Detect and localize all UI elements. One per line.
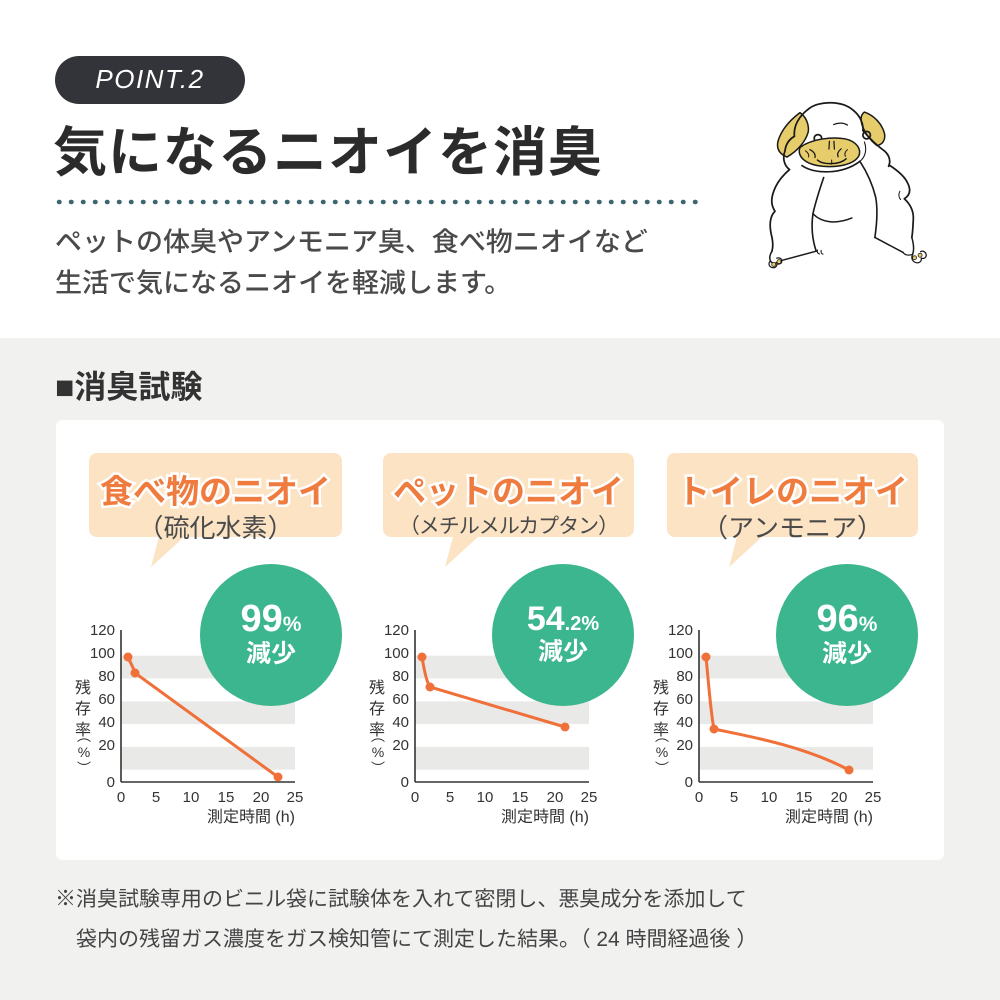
svg-text:20: 20 bbox=[547, 789, 564, 806]
svg-text:%: % bbox=[78, 744, 90, 760]
svg-text:20: 20 bbox=[98, 737, 115, 754]
svg-text:0: 0 bbox=[107, 774, 115, 791]
svg-text:残: 残 bbox=[75, 679, 91, 697]
svg-text:︵: ︵ bbox=[77, 728, 91, 744]
svg-text:20: 20 bbox=[831, 789, 848, 806]
svg-text:80: 80 bbox=[676, 668, 693, 685]
svg-text:10: 10 bbox=[761, 789, 778, 806]
svg-text:存: 存 bbox=[653, 700, 669, 718]
svg-text:60: 60 bbox=[676, 691, 693, 708]
svg-text:25: 25 bbox=[287, 789, 304, 806]
svg-text:︶: ︶ bbox=[371, 760, 385, 776]
svg-text:100: 100 bbox=[90, 645, 115, 662]
svg-text:︵: ︵ bbox=[371, 728, 385, 744]
svg-text:︵: ︵ bbox=[655, 728, 669, 744]
svg-text:存: 存 bbox=[369, 700, 385, 718]
svg-text:%: % bbox=[372, 744, 384, 760]
svg-text:残: 残 bbox=[369, 679, 385, 697]
svg-text:15: 15 bbox=[218, 789, 235, 806]
svg-text:120: 120 bbox=[384, 622, 409, 639]
svg-text:15: 15 bbox=[796, 789, 813, 806]
svg-text:60: 60 bbox=[98, 691, 115, 708]
svg-text:120: 120 bbox=[90, 622, 115, 639]
svg-text:%: % bbox=[656, 744, 668, 760]
svg-text:10: 10 bbox=[477, 789, 494, 806]
svg-text:40: 40 bbox=[98, 714, 115, 731]
svg-text:5: 5 bbox=[730, 789, 738, 806]
svg-text:25: 25 bbox=[865, 789, 882, 806]
svg-text:120: 120 bbox=[668, 622, 693, 639]
svg-text:0: 0 bbox=[695, 789, 703, 806]
svg-text:20: 20 bbox=[676, 737, 693, 754]
svg-text:残: 残 bbox=[653, 679, 669, 697]
svg-text:10: 10 bbox=[183, 789, 200, 806]
svg-text:測定時間 (h): 測定時間 (h) bbox=[501, 809, 589, 826]
svg-text:0: 0 bbox=[401, 774, 409, 791]
svg-text:100: 100 bbox=[384, 645, 409, 662]
svg-text:40: 40 bbox=[392, 714, 409, 731]
svg-text:測定時間 (h): 測定時間 (h) bbox=[785, 809, 873, 826]
svg-text:100: 100 bbox=[668, 645, 693, 662]
svg-text:5: 5 bbox=[446, 789, 454, 806]
svg-text:80: 80 bbox=[98, 668, 115, 685]
svg-text:80: 80 bbox=[392, 668, 409, 685]
svg-text:0: 0 bbox=[117, 789, 125, 806]
svg-text:5: 5 bbox=[152, 789, 160, 806]
svg-text:0: 0 bbox=[685, 774, 693, 791]
svg-text:存: 存 bbox=[75, 700, 91, 718]
svg-text:60: 60 bbox=[392, 691, 409, 708]
svg-text:0: 0 bbox=[411, 789, 419, 806]
svg-text:20: 20 bbox=[392, 737, 409, 754]
svg-text:40: 40 bbox=[676, 714, 693, 731]
svg-text:20: 20 bbox=[253, 789, 270, 806]
svg-text:︶: ︶ bbox=[655, 760, 669, 776]
svg-text:測定時間 (h): 測定時間 (h) bbox=[207, 809, 295, 826]
svg-text:25: 25 bbox=[581, 789, 598, 806]
svg-text:15: 15 bbox=[512, 789, 529, 806]
svg-text:︶: ︶ bbox=[77, 760, 91, 776]
